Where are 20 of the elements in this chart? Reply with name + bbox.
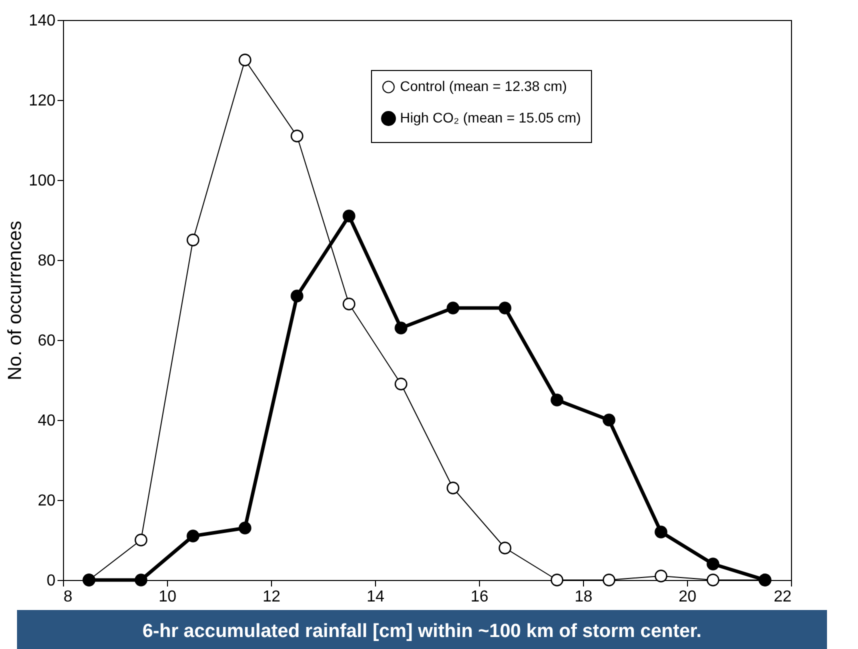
y-tick-label: 20: [38, 492, 56, 510]
x-tick-label: 14: [366, 588, 384, 606]
x-tick-label: 16: [470, 588, 488, 606]
y-tick-label: 60: [38, 332, 56, 350]
x-tick-label: 10: [158, 588, 176, 606]
x-tick-label: 18: [574, 588, 592, 606]
legend-label: Control (mean = 12.38 cm): [400, 78, 567, 94]
y-tick-label: 120: [28, 92, 56, 110]
x-tick-label: 20: [678, 588, 696, 606]
x-tick-label: 8: [64, 588, 72, 606]
x-tick-label: 22: [774, 588, 792, 606]
y-tick-label: 80: [38, 252, 56, 270]
y-tick-label: 140: [28, 12, 56, 30]
y-tick-label: 0: [46, 572, 56, 590]
y-axis-title: No. of occurrences: [4, 220, 26, 380]
x-tick-label: 12: [262, 588, 280, 606]
legend-label: High CO₂ (mean = 15.05 cm): [400, 110, 581, 126]
y-tick-label: 100: [28, 172, 56, 190]
y-tick-label: 40: [38, 412, 56, 430]
text: 6-hr accumulated rainfall [cm] within ~100 km of storm center.: [142, 621, 702, 642]
